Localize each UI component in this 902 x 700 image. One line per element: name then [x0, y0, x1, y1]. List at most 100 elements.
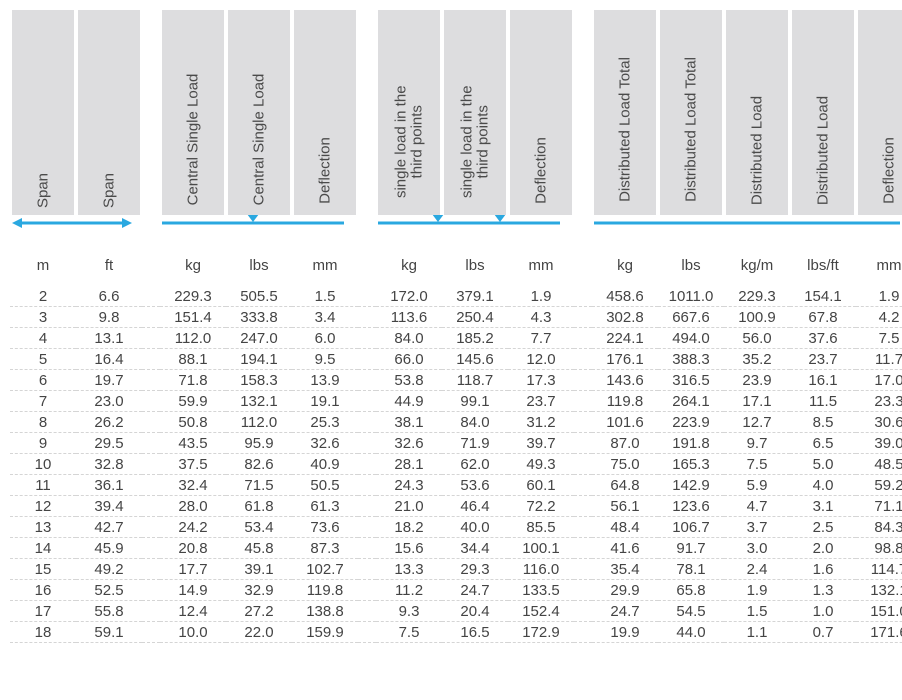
- data-cell: 23.7: [790, 349, 856, 370]
- group-gap: [142, 215, 160, 247]
- unit-cell: mm: [508, 247, 574, 286]
- group-gap: [142, 370, 160, 391]
- header-cell: single load in thethird points: [376, 10, 442, 215]
- data-cell: 19.9: [592, 622, 658, 643]
- data-cell: 13.3: [376, 559, 442, 580]
- group-gap: [358, 433, 376, 454]
- header-box: single load in thethird points: [378, 10, 440, 215]
- data-cell: 165.3: [658, 454, 724, 475]
- data-cell: 52.5: [76, 580, 142, 601]
- data-cell: 23.7: [508, 391, 574, 412]
- data-cell: 84.3: [856, 517, 902, 538]
- table-row: 826.250.8112.025.338.184.031.2101.6223.9…: [10, 412, 902, 433]
- group-gap: [574, 391, 592, 412]
- group-gap: [574, 580, 592, 601]
- data-cell: 24.3: [376, 475, 442, 496]
- data-cell: 458.6: [592, 286, 658, 307]
- unit-cell: ft: [76, 247, 142, 286]
- group-gap: [358, 247, 376, 286]
- header-cell: Deflection: [292, 10, 358, 215]
- data-cell: 84.0: [376, 328, 442, 349]
- group-gap: [142, 10, 160, 215]
- data-cell: 158.3: [226, 370, 292, 391]
- unit-cell: mm: [292, 247, 358, 286]
- unit-cell: lbs: [442, 247, 508, 286]
- diagram-cell: [292, 215, 358, 247]
- data-cell: 18.2: [376, 517, 442, 538]
- unit-cell: kg: [376, 247, 442, 286]
- data-cell: 138.8: [292, 601, 358, 622]
- data-cell: 48.4: [592, 517, 658, 538]
- data-cell: 39.0: [856, 433, 902, 454]
- data-cell: 43.5: [160, 433, 226, 454]
- data-cell: 119.8: [292, 580, 358, 601]
- data-cell: 65.8: [658, 580, 724, 601]
- data-cell: 75.0: [592, 454, 658, 475]
- data-cell: 667.6: [658, 307, 724, 328]
- group-gap: [142, 247, 160, 286]
- units-row: mftkglbsmmkglbsmmkglbskg/mlbs/ftmm: [10, 247, 902, 286]
- data-cell: 100.9: [724, 307, 790, 328]
- header-box: single load in thethird points: [444, 10, 506, 215]
- group-gap: [142, 559, 160, 580]
- diagram-cell: [10, 215, 76, 247]
- data-cell: 53.6: [442, 475, 508, 496]
- header-label: Distributed Load Total: [683, 57, 700, 202]
- data-cell: 55.8: [76, 601, 142, 622]
- unit-cell: lbs: [226, 247, 292, 286]
- diagram-cell: [76, 215, 142, 247]
- data-cell: 100.1: [508, 538, 574, 559]
- data-cell: 143.6: [592, 370, 658, 391]
- data-cell: 26.2: [76, 412, 142, 433]
- data-cell: 6.0: [292, 328, 358, 349]
- data-cell: 28.1: [376, 454, 442, 475]
- group-gap: [142, 328, 160, 349]
- data-cell: 2.4: [724, 559, 790, 580]
- group-gap: [142, 307, 160, 328]
- data-cell: 59.2: [856, 475, 902, 496]
- group-gap: [574, 559, 592, 580]
- header-cell: Distributed Load: [724, 10, 790, 215]
- data-cell: 31.2: [508, 412, 574, 433]
- data-cell: 176.1: [592, 349, 658, 370]
- group-gap: [358, 328, 376, 349]
- group-gap: [142, 517, 160, 538]
- data-cell: 154.1: [790, 286, 856, 307]
- data-cell: 250.4: [442, 307, 508, 328]
- data-cell: 82.6: [226, 454, 292, 475]
- group-gap: [358, 10, 376, 215]
- group-gap: [574, 517, 592, 538]
- header-box: Deflection: [510, 10, 572, 215]
- group-gap: [574, 496, 592, 517]
- data-cell: 87.0: [592, 433, 658, 454]
- data-cell: 7: [10, 391, 76, 412]
- data-cell: 46.4: [442, 496, 508, 517]
- data-cell: 8.5: [790, 412, 856, 433]
- group-gap: [574, 247, 592, 286]
- data-cell: 1.9: [724, 580, 790, 601]
- data-cell: 24.7: [592, 601, 658, 622]
- group-gap: [574, 538, 592, 559]
- data-cell: 9: [10, 433, 76, 454]
- header-box: Central Single Load: [228, 10, 290, 215]
- data-cell: 59.9: [160, 391, 226, 412]
- group-gap: [142, 580, 160, 601]
- data-cell: 29.9: [592, 580, 658, 601]
- table-row: 1652.514.932.9119.811.224.7133.529.965.8…: [10, 580, 902, 601]
- diagram-row: [10, 215, 902, 247]
- data-cell: 185.2: [442, 328, 508, 349]
- data-cell: 41.6: [592, 538, 658, 559]
- diagram-cell: [376, 215, 442, 247]
- data-cell: 45.8: [226, 538, 292, 559]
- data-cell: 2: [10, 286, 76, 307]
- data-cell: 88.1: [160, 349, 226, 370]
- data-cell: 50.8: [160, 412, 226, 433]
- data-cell: 316.5: [658, 370, 724, 391]
- data-cell: 9.8: [76, 307, 142, 328]
- header-box: Distributed Load Total: [660, 10, 722, 215]
- data-cell: 7.7: [508, 328, 574, 349]
- diagram-cell: [856, 215, 902, 247]
- data-cell: 87.3: [292, 538, 358, 559]
- data-cell: 4: [10, 328, 76, 349]
- data-cell: 35.4: [592, 559, 658, 580]
